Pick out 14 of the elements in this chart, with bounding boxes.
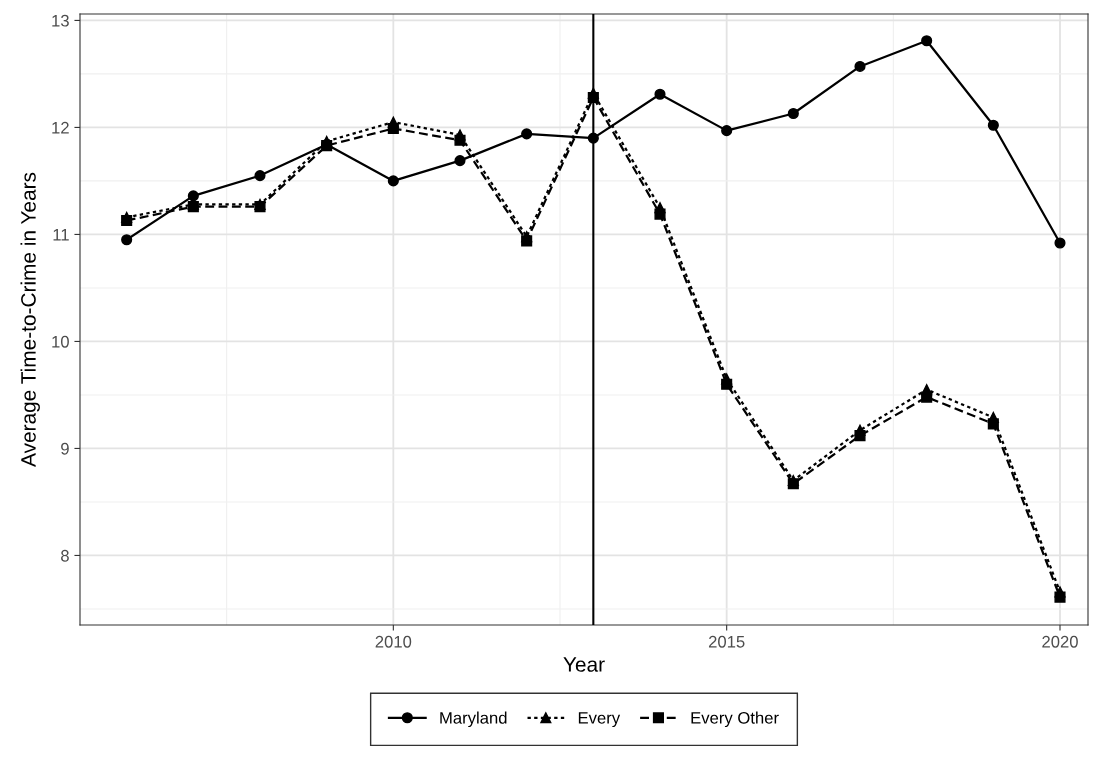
x-tick-label: 2020 — [1042, 635, 1078, 648]
y-tick-label: 9 — [61, 442, 69, 455]
x-axis-title: Year — [563, 657, 605, 672]
y-tick-label: 13 — [52, 14, 69, 27]
x-tick-label: 2010 — [375, 635, 412, 648]
y-axis-title: Average Time-to-Crime in Years — [20, 172, 40, 467]
x-tick-label: 2015 — [708, 635, 745, 648]
legend-label: Maryland — [440, 711, 507, 728]
y-tick-label: 8 — [61, 549, 69, 562]
y-tick-label: 12 — [52, 121, 69, 134]
legend-label: Every — [578, 712, 621, 728]
y-tick-label: 11 — [53, 229, 69, 241]
legend-label: Every Other — [691, 711, 779, 728]
y-tick-label: 10 — [52, 335, 69, 348]
